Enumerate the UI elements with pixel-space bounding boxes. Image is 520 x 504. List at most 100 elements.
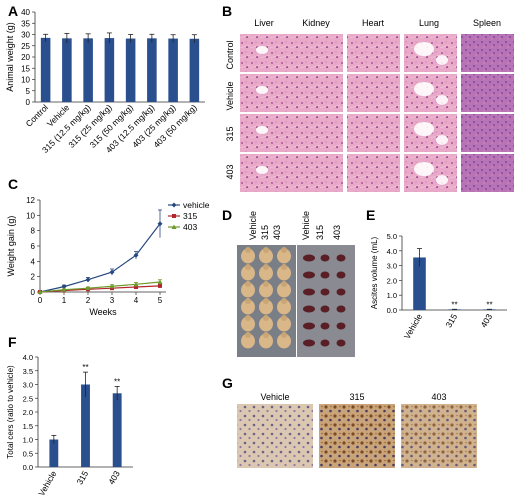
category-label: Vehicle	[402, 312, 425, 341]
data-point	[157, 279, 163, 285]
bar	[62, 38, 72, 102]
mouse-head	[263, 298, 269, 304]
lung-alveolus	[414, 162, 434, 176]
tumor-specimen	[320, 271, 330, 279]
y-tick-label: 12	[26, 196, 35, 205]
mouse-specimen	[241, 316, 255, 332]
category-label: 315	[443, 312, 459, 330]
category-label: 403	[106, 469, 122, 487]
mouse-head	[263, 281, 269, 287]
x-tick-label: 3	[110, 296, 115, 305]
y-tick-label: 6	[31, 242, 36, 251]
y-tick-label: 10	[26, 211, 35, 220]
bar	[81, 384, 90, 467]
category-label: 403	[478, 312, 494, 330]
y-tick-label: 8	[31, 227, 36, 236]
bar	[83, 38, 93, 102]
y-tick-label: 3.0	[23, 381, 33, 390]
mouse-head	[281, 315, 287, 321]
histology-tile	[240, 154, 293, 192]
mouse-specimen	[259, 316, 273, 332]
legend-label: vehicle	[183, 200, 210, 210]
tumor-specimen	[320, 305, 330, 313]
photo-label: 403	[272, 225, 282, 240]
ihc-label: 403	[431, 392, 446, 402]
y-tick-label: 4.0	[387, 247, 397, 256]
y-tick-label: 20	[21, 53, 30, 62]
legend-label: 403	[183, 222, 197, 232]
photo-label: 315	[260, 225, 270, 240]
tumor-specimen	[320, 322, 330, 330]
mouse-specimen	[277, 333, 291, 349]
significance-mark: **	[114, 377, 120, 386]
tumor-specimen	[336, 271, 346, 279]
histology-tile	[240, 74, 293, 112]
y-tick-label: 1.0	[387, 291, 397, 300]
mouse-head	[245, 247, 251, 253]
y-tick-label: 15	[21, 64, 30, 73]
bar	[413, 257, 426, 310]
histology-tile	[461, 114, 514, 152]
mouse-specimen	[259, 333, 273, 349]
histology-tile	[347, 34, 400, 72]
tumor-specimen	[320, 254, 330, 262]
panel-f-ceramide-chart: 0.0 0.5 1.0 1.5 2.0 2.5 3.0 3.5 4.0 Total cers (r…	[6, 353, 133, 498]
panel-d-photos: Vehicle 315 403 Vehicle 315 403	[237, 211, 355, 357]
data-point	[85, 277, 91, 283]
data-point	[61, 287, 67, 292]
y-tick-label: 2.0	[23, 408, 33, 417]
bar	[112, 393, 122, 467]
data-point	[61, 284, 67, 290]
y-tick-label: 30	[21, 31, 30, 40]
mouse-head	[281, 264, 287, 270]
histology-column-label: Spleen	[473, 18, 501, 28]
tumor-specimen	[303, 339, 315, 347]
tumor-photo	[297, 245, 355, 357]
panel-g-ihc: Vehicle 315 403	[237, 392, 477, 468]
y-tick-label: 0.5	[23, 449, 33, 458]
panel-letter-d: D	[222, 207, 232, 223]
mouse-head	[245, 298, 251, 304]
panel-letter-g: G	[222, 375, 233, 391]
tumor-specimen	[320, 288, 330, 296]
significance-mark: **	[451, 300, 457, 309]
mouse-head	[281, 281, 287, 287]
photo-label: Vehicle	[248, 211, 258, 240]
tumor-specimen	[336, 288, 346, 296]
mouse-head	[245, 315, 251, 321]
mouse-head	[281, 332, 287, 338]
liver-vessel	[256, 126, 268, 134]
x-tick-label: 5	[158, 296, 163, 305]
y-axis-label: Total cers (ratio to vehicle)	[6, 365, 15, 459]
mouse-specimen	[241, 299, 255, 315]
histology-row-label: Vehicle	[225, 81, 235, 110]
y-tick-label: 1.5	[23, 422, 33, 431]
mouse-specimen	[259, 299, 273, 315]
ihc-image-vehicle	[237, 404, 313, 468]
y-tick-label: 4.0	[23, 353, 33, 362]
liver-vessel	[256, 166, 268, 174]
mouse-specimen	[277, 248, 291, 264]
y-tick-label: 2.0	[387, 276, 397, 285]
photo-label: 403	[332, 225, 342, 240]
legend-marker	[172, 214, 176, 218]
mouse-specimen	[241, 282, 255, 298]
lung-alveolus	[436, 95, 448, 105]
x-tick-label: 4	[134, 296, 139, 305]
y-tick-label: 1.0	[23, 436, 33, 445]
y-tick-label: 5.0	[387, 232, 397, 241]
y-tick-label: 10	[21, 76, 30, 85]
histology-column-label: Lung	[419, 18, 439, 28]
mouse-specimen	[277, 282, 291, 298]
histology-tile	[347, 74, 400, 112]
significance-mark: **	[82, 363, 88, 372]
y-tick-label: 4	[31, 257, 36, 266]
ihc-label: 315	[349, 392, 364, 402]
tumor-specimen	[336, 322, 346, 330]
histology-column-label: Liver	[254, 18, 274, 28]
ihc-label: Vehicle	[260, 392, 289, 402]
bar	[125, 38, 136, 102]
category-label: 315	[74, 469, 90, 487]
mouse-head	[281, 298, 287, 304]
